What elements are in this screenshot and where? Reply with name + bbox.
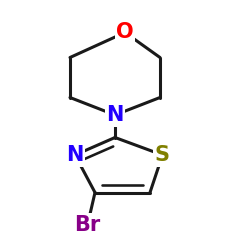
Text: N: N xyxy=(106,105,124,125)
Text: O: O xyxy=(116,22,134,42)
Text: S: S xyxy=(155,145,170,165)
Text: Br: Br xyxy=(74,215,101,235)
Text: N: N xyxy=(66,145,84,165)
